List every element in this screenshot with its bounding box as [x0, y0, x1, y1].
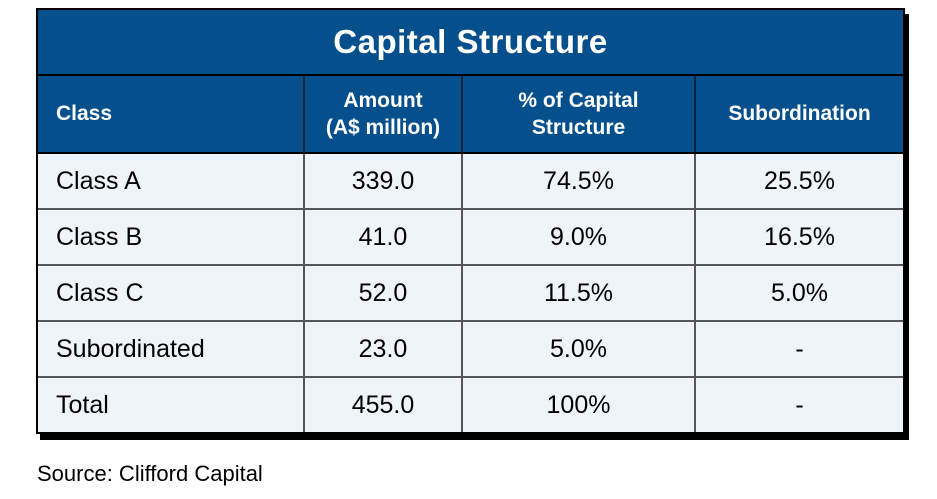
header-line: Subordination	[728, 102, 871, 126]
cell-subordination: 25.5%	[694, 154, 903, 208]
header-line: Amount	[343, 88, 423, 112]
header-line: (A$ million)	[325, 116, 441, 139]
cell-amount: 339.0	[303, 154, 461, 208]
header-line: Class	[56, 102, 113, 126]
header-line: Structure	[531, 116, 626, 139]
cell-pct-capital: 11.5%	[461, 266, 694, 320]
column-header-amount: Amount (A$ million)	[303, 76, 461, 152]
cell-subordination: -	[694, 378, 903, 432]
source-attribution: Source: Clifford Capital	[37, 461, 263, 486]
column-header-pct-capital: % of Capital Structure	[461, 76, 694, 152]
table-row-total: Total 455.0 100% -	[38, 376, 903, 432]
header-line: % of Capital	[518, 88, 639, 112]
column-header-class: Class	[38, 76, 303, 152]
table-row-subordinated: Subordinated 23.0 5.0% -	[38, 320, 903, 376]
cell-subordination: 16.5%	[694, 210, 903, 264]
capital-structure-table: Capital Structure Class Amount (A$ milli…	[36, 8, 905, 434]
table-row-class-a: Class A 339.0 74.5% 25.5%	[38, 154, 903, 208]
cell-class-name: Subordinated	[56, 334, 205, 363]
cell-class-name: Class A	[56, 166, 141, 195]
table-header-row: Class Amount (A$ million) % of Capital S…	[38, 76, 903, 154]
cell-pct-capital: 100%	[461, 378, 694, 432]
table-title: Capital Structure	[38, 10, 903, 76]
cell-pct-capital: 5.0%	[461, 322, 694, 376]
cell-class-name: Class B	[56, 222, 143, 251]
cell-amount: 52.0	[303, 266, 461, 320]
cell-class-name: Class C	[56, 278, 144, 307]
cell-subordination: 5.0%	[694, 266, 903, 320]
table-row-class-c: Class C 52.0 11.5% 5.0%	[38, 264, 903, 320]
cell-amount: 41.0	[303, 210, 461, 264]
cell-amount: 455.0	[303, 378, 461, 432]
cell-pct-capital: 74.5%	[461, 154, 694, 208]
table-row-class-b: Class B 41.0 9.0% 16.5%	[38, 208, 903, 264]
column-header-subordination: Subordination	[694, 76, 903, 152]
cell-pct-capital: 9.0%	[461, 210, 694, 264]
cell-class-name: Total	[56, 390, 109, 419]
cell-subordination: -	[694, 322, 903, 376]
cell-amount: 23.0	[303, 322, 461, 376]
